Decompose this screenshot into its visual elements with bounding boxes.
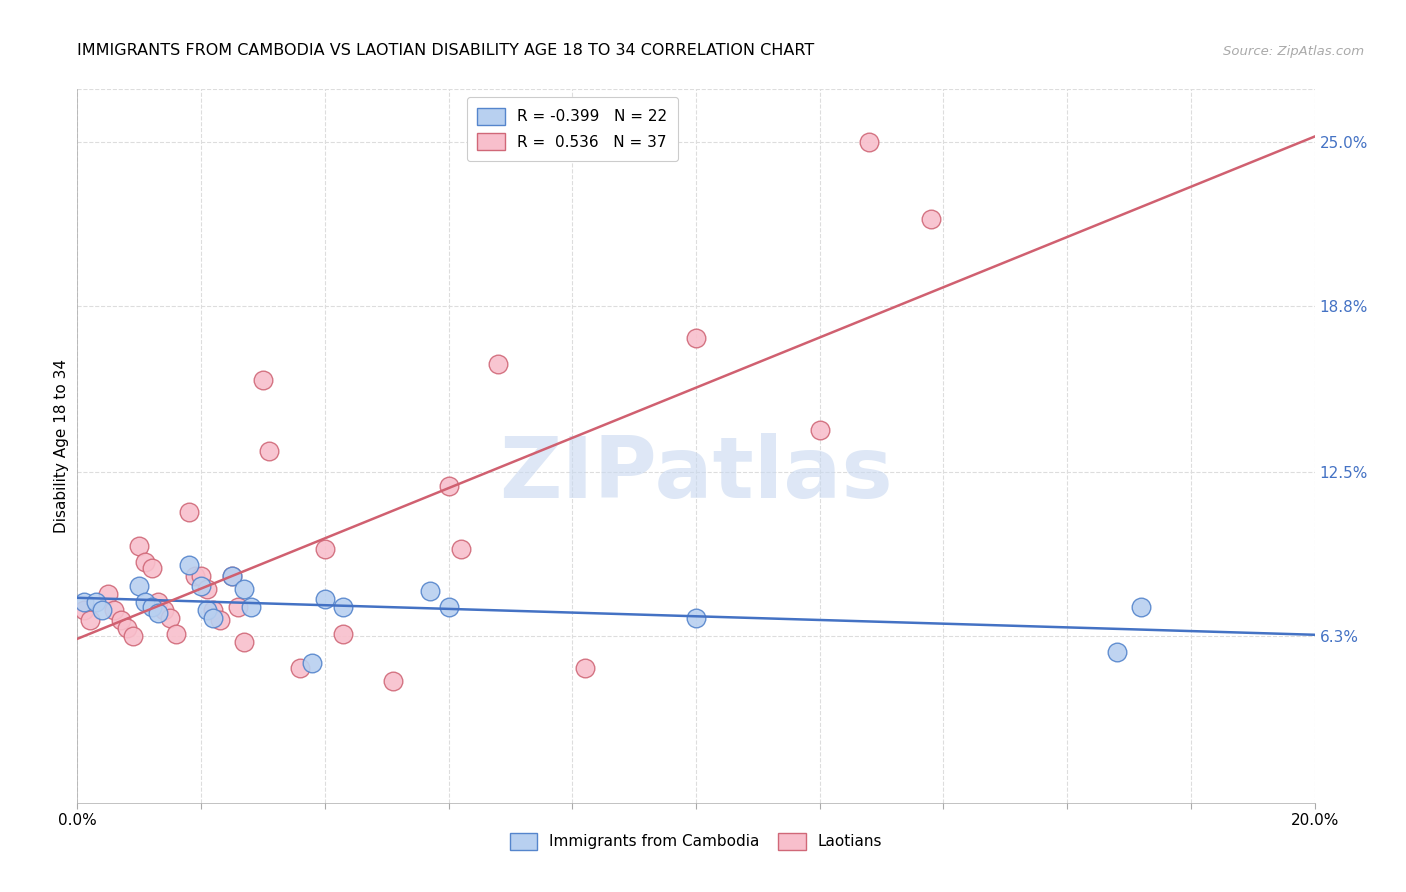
Point bbox=[332, 626, 354, 640]
Y-axis label: Disability Age 18 to 34: Disability Age 18 to 34 bbox=[53, 359, 69, 533]
Point bbox=[685, 611, 707, 625]
Point bbox=[685, 331, 707, 345]
Point bbox=[381, 674, 404, 689]
Point bbox=[450, 542, 472, 557]
Point bbox=[301, 656, 323, 670]
Point bbox=[437, 478, 460, 492]
Point bbox=[110, 614, 132, 628]
Point bbox=[221, 568, 243, 582]
Point bbox=[184, 568, 207, 582]
Point bbox=[202, 611, 225, 625]
Point bbox=[146, 595, 169, 609]
Point bbox=[72, 603, 94, 617]
Point bbox=[486, 357, 509, 371]
Point bbox=[314, 542, 336, 557]
Point bbox=[233, 582, 256, 596]
Point bbox=[195, 582, 218, 596]
Point bbox=[97, 587, 120, 601]
Point bbox=[858, 135, 880, 149]
Point bbox=[72, 595, 94, 609]
Point bbox=[115, 621, 138, 635]
Point bbox=[79, 614, 101, 628]
Point bbox=[91, 603, 114, 617]
Point bbox=[153, 603, 176, 617]
Point bbox=[177, 558, 200, 572]
Point bbox=[177, 505, 200, 519]
Point bbox=[202, 603, 225, 617]
Point bbox=[84, 595, 107, 609]
Legend: Immigrants from Cambodia, Laotians: Immigrants from Cambodia, Laotians bbox=[501, 823, 891, 859]
Point bbox=[122, 629, 145, 643]
Point bbox=[134, 555, 156, 569]
Point bbox=[190, 568, 212, 582]
Point bbox=[1130, 600, 1153, 615]
Point bbox=[190, 579, 212, 593]
Point bbox=[146, 606, 169, 620]
Point bbox=[128, 540, 150, 554]
Point bbox=[808, 423, 831, 437]
Point bbox=[208, 614, 231, 628]
Point bbox=[141, 600, 163, 615]
Point bbox=[134, 595, 156, 609]
Point bbox=[226, 600, 249, 615]
Point bbox=[221, 568, 243, 582]
Point bbox=[252, 373, 274, 387]
Point bbox=[920, 211, 942, 226]
Point bbox=[419, 584, 441, 599]
Text: IMMIGRANTS FROM CAMBODIA VS LAOTIAN DISABILITY AGE 18 TO 34 CORRELATION CHART: IMMIGRANTS FROM CAMBODIA VS LAOTIAN DISA… bbox=[77, 43, 814, 58]
Point bbox=[233, 634, 256, 648]
Point bbox=[141, 560, 163, 574]
Point bbox=[574, 661, 596, 675]
Point bbox=[103, 603, 125, 617]
Point bbox=[159, 611, 181, 625]
Point bbox=[1105, 645, 1128, 659]
Point bbox=[257, 444, 280, 458]
Point bbox=[332, 600, 354, 615]
Point bbox=[288, 661, 311, 675]
Text: Source: ZipAtlas.com: Source: ZipAtlas.com bbox=[1223, 45, 1364, 58]
Point bbox=[165, 626, 187, 640]
Point bbox=[437, 600, 460, 615]
Point bbox=[239, 600, 262, 615]
Point bbox=[128, 579, 150, 593]
Text: ZIPatlas: ZIPatlas bbox=[499, 433, 893, 516]
Point bbox=[195, 603, 218, 617]
Point bbox=[314, 592, 336, 607]
